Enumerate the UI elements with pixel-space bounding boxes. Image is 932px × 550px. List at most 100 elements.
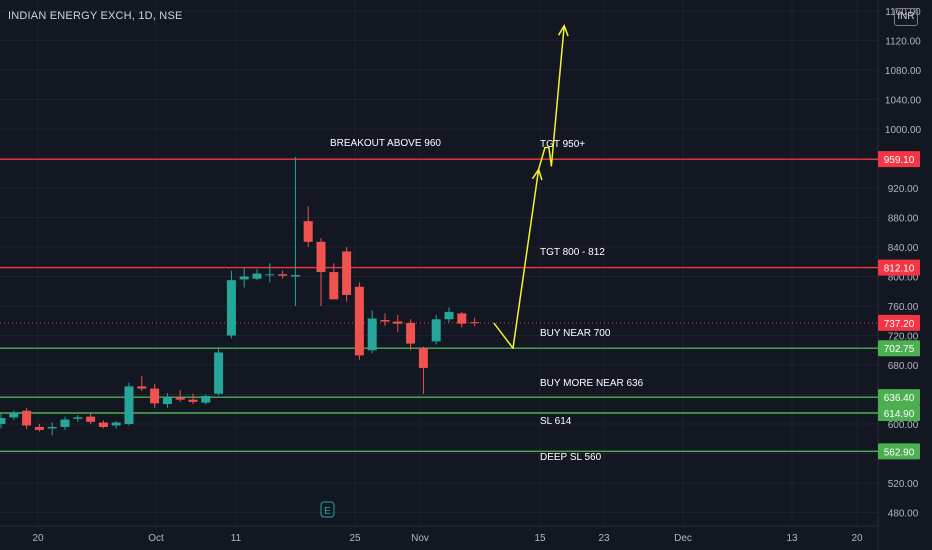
x-tick-label: Nov: [411, 533, 429, 544]
candle[interactable]: [47, 422, 57, 436]
candle[interactable]: [316, 238, 326, 306]
x-tick-label: 25: [349, 533, 361, 544]
candle-body: [444, 311, 454, 320]
candle-body: [60, 419, 70, 427]
candle[interactable]: [188, 393, 198, 405]
candle[interactable]: [60, 416, 70, 430]
candle-body: [342, 251, 352, 295]
y-tick-label: 1000.00: [885, 125, 922, 136]
price-tag-label: 702.75: [884, 344, 915, 355]
candle[interactable]: [329, 263, 339, 300]
y-tick-label: 880.00: [888, 214, 919, 225]
candle[interactable]: [137, 376, 147, 391]
candle-body: [22, 410, 32, 426]
candle[interactable]: [393, 314, 403, 332]
y-tick-label: 480.00: [888, 509, 919, 520]
earnings-marker-icon: E: [324, 506, 331, 517]
candle-body: [470, 322, 480, 324]
y-tick-label: 520.00: [888, 479, 919, 490]
candle[interactable]: [444, 307, 454, 323]
price-tag-label: 636.40: [884, 393, 915, 404]
price-tag: [878, 259, 920, 276]
candle[interactable]: [354, 282, 364, 360]
y-tick-label: 1120.00: [885, 37, 921, 48]
candle-body: [175, 397, 185, 400]
candle[interactable]: [86, 413, 96, 424]
x-tick-label: 20: [32, 533, 44, 544]
candle[interactable]: [226, 270, 236, 339]
candle[interactable]: [252, 269, 262, 281]
y-tick-label: 760.00: [888, 302, 919, 313]
candle[interactable]: [406, 319, 416, 351]
candle[interactable]: [418, 346, 428, 394]
candle[interactable]: [124, 382, 134, 426]
candle-body: [329, 272, 339, 300]
candle[interactable]: [22, 407, 32, 430]
candle[interactable]: [290, 157, 300, 306]
price-tag-label: 737.20: [884, 319, 915, 330]
y-tick-label: 1160.00: [885, 7, 921, 18]
candle[interactable]: [201, 394, 211, 405]
candle[interactable]: [73, 415, 83, 422]
annotation-label: SL 614: [540, 416, 572, 427]
candle[interactable]: [9, 410, 19, 420]
candle[interactable]: [111, 421, 121, 429]
candle[interactable]: [457, 311, 467, 328]
candle-body: [214, 352, 224, 394]
candle[interactable]: [239, 267, 249, 288]
candle-body: [265, 274, 275, 276]
y-tick-label: 1080.00: [885, 66, 922, 77]
price-tag-label: 959.10: [884, 155, 915, 166]
candle-body: [380, 320, 390, 322]
price-tag-label: 812.10: [884, 264, 915, 275]
projection-arrowhead-icon: [557, 24, 569, 37]
y-tick-label: 920.00: [888, 184, 919, 195]
price-tag: [878, 405, 920, 422]
candle[interactable]: [303, 206, 313, 247]
projection-path[interactable]: [493, 25, 565, 349]
x-tick-label: 20: [851, 533, 863, 544]
x-tick-label: 15: [534, 533, 546, 544]
candle[interactable]: [265, 263, 275, 283]
candle[interactable]: [162, 393, 172, 408]
candle-body: [239, 276, 249, 280]
candle-body: [252, 273, 262, 279]
x-tick-label: Oct: [148, 533, 164, 544]
candle-body: [418, 348, 428, 368]
candle-body: [162, 397, 172, 405]
y-tick-label: 800.00: [888, 273, 919, 284]
candle-body: [9, 412, 19, 418]
annotation-label: DEEP SL 560: [540, 452, 602, 463]
earnings-marker-icon[interactable]: [320, 501, 335, 518]
candle-body: [150, 388, 160, 404]
price-tag-label: 614.90: [884, 409, 915, 420]
candle-body: [0, 418, 6, 424]
candle[interactable]: [150, 384, 160, 408]
candle[interactable]: [175, 390, 185, 402]
candle[interactable]: [380, 313, 390, 326]
candle[interactable]: [431, 314, 441, 345]
candle[interactable]: [214, 348, 224, 396]
candle-body: [226, 280, 236, 336]
currency-badge[interactable]: INR: [894, 8, 918, 26]
x-tick-label: 13: [786, 533, 798, 544]
candle[interactable]: [470, 317, 480, 326]
x-tick-label: 11: [231, 533, 242, 544]
candle-body: [316, 241, 326, 273]
candle[interactable]: [367, 310, 377, 354]
candle[interactable]: [278, 270, 288, 279]
annotation-label: TGT 950+: [540, 139, 585, 150]
candle-body: [188, 399, 198, 402]
projection-arrowhead-icon: [531, 167, 543, 181]
annotation-label: BUY MORE NEAR 636: [540, 378, 644, 389]
y-tick-label: 680.00: [888, 361, 919, 372]
x-tick-label: Dec: [674, 533, 692, 544]
candle[interactable]: [0, 413, 6, 429]
price-tag: [878, 389, 920, 406]
candle[interactable]: [342, 247, 352, 302]
candle[interactable]: [98, 420, 108, 429]
candle[interactable]: [34, 424, 44, 432]
candle-body: [73, 417, 83, 419]
candle-body: [137, 386, 147, 389]
